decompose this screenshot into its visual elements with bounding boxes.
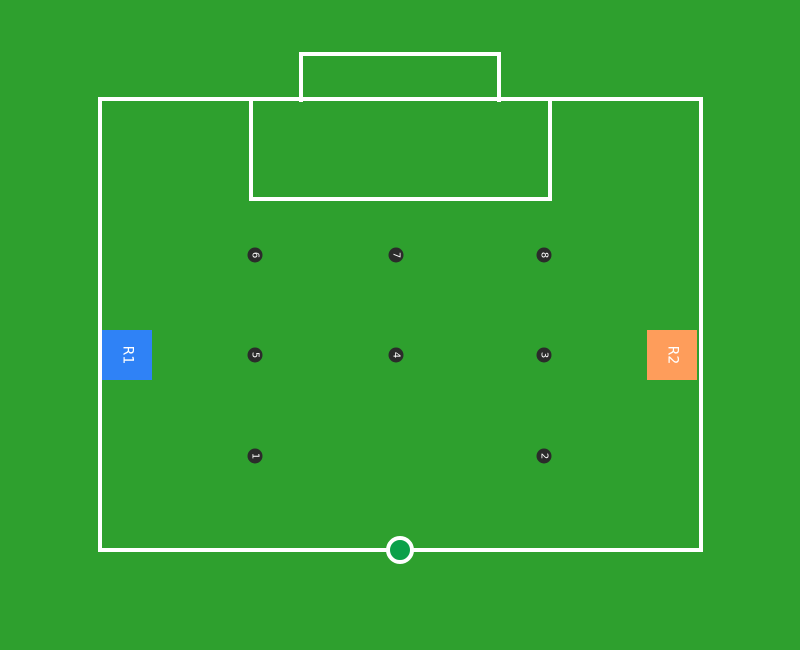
position-marker-7[interactable]: 7	[388, 247, 404, 263]
penalty-box	[249, 97, 552, 201]
ball[interactable]	[386, 536, 414, 564]
robot-r2-label: R2	[663, 345, 680, 365]
position-marker-1[interactable]: 1	[247, 448, 263, 464]
position-marker-4[interactable]: 4	[388, 347, 404, 363]
robot-r2[interactable]: R2	[647, 330, 697, 380]
position-marker-5[interactable]: 5	[247, 347, 263, 363]
robot-r1-label: R1	[118, 345, 135, 365]
position-marker-6[interactable]: 6	[247, 247, 263, 263]
position-marker-3[interactable]: 3	[536, 347, 552, 363]
robot-r1[interactable]: R1	[102, 330, 152, 380]
position-marker-2[interactable]: 2	[536, 448, 552, 464]
position-marker-8[interactable]: 8	[536, 247, 552, 263]
goal	[299, 52, 501, 102]
